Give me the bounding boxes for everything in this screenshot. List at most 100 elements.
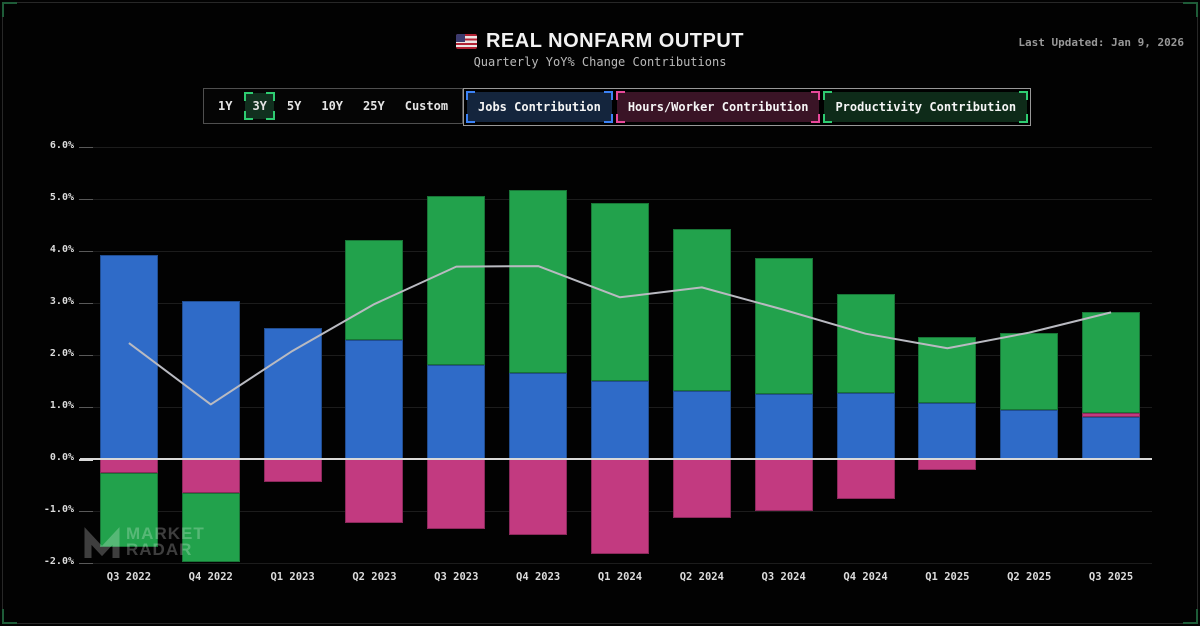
x-axis-label: Q3 2022: [106, 571, 152, 583]
x-axis-label: Q2 2024: [679, 571, 724, 583]
corner-bracket: [1019, 114, 1029, 123]
range-button-5y[interactable]: 5Y: [280, 93, 308, 119]
x-axis-label: Q4 2024: [843, 571, 888, 583]
y-axis-tick: [79, 562, 93, 564]
y-axis-label: 5.0%: [49, 192, 74, 203]
corner-bracket: [265, 111, 275, 120]
bar-segment: [181, 301, 240, 459]
y-axis-tick: [79, 146, 93, 148]
bar-segment: [427, 364, 486, 459]
x-axis-label: Q1 2023: [270, 571, 315, 583]
bar-segment: [1000, 409, 1059, 459]
legend-button-productivity[interactable]: Productivity Contribution: [823, 91, 1029, 123]
bar-segment: [1082, 312, 1141, 414]
bar-segment: [345, 339, 404, 459]
bar-segment: [427, 459, 486, 530]
y-axis-tick: [79, 250, 93, 252]
x-axis-label: Q1 2024: [597, 571, 643, 583]
grid-line: [88, 146, 1152, 148]
corner-bracket: [244, 111, 254, 120]
page-subtitle: Quarterly YoY% Change Contributions: [473, 55, 727, 69]
corner-bracket: [466, 91, 475, 100]
bar-segment: [345, 239, 404, 340]
corner-bracket: [823, 114, 833, 123]
bar-segment: [672, 459, 731, 518]
x-axis-label: Q2 2023: [352, 571, 397, 583]
y-axis-tick: [79, 406, 93, 408]
bar-segment: [672, 228, 731, 392]
corner-bracket: [823, 91, 833, 100]
y-axis-label: 4.0%: [49, 244, 74, 255]
grid-line: [88, 562, 1152, 564]
us-flag-icon: [455, 34, 477, 49]
x-axis-label: Q4 2023: [516, 571, 561, 583]
bar-segment: [427, 196, 486, 365]
x-axis-label: Q4 2022: [188, 571, 233, 583]
range-button-1y[interactable]: 1Y: [211, 93, 239, 119]
bar-segment: [836, 392, 895, 459]
corner-bracket: [811, 114, 821, 123]
y-axis-label: 3.0%: [49, 296, 74, 307]
bar-segment: [591, 459, 649, 554]
bar-segment: [672, 391, 731, 459]
bar-segment: [591, 381, 649, 459]
y-axis-label: 0.0%: [49, 452, 74, 463]
legend-button-hours-per-worker[interactable]: Hours/Worker Contribution: [615, 91, 821, 123]
y-axis-label: -2.0%: [43, 556, 74, 567]
x-axis-label: Q1 2025: [925, 571, 970, 583]
bar-segment: [1082, 413, 1141, 418]
header: REAL NONFARM OUTPUT: [0, 30, 1200, 53]
bar-segment: [754, 394, 813, 459]
corner-bracket: [466, 114, 475, 123]
range-button-3y[interactable]: 3Y: [244, 92, 275, 120]
bar-segment: [918, 459, 977, 470]
corner-bracket: [615, 91, 625, 100]
bar-segment: [345, 459, 404, 524]
corner-bracket: [244, 92, 254, 101]
bar-segment: [99, 459, 158, 474]
zero-line: [80, 458, 1152, 460]
corner-bracket: [615, 114, 625, 123]
bar-segment: [263, 459, 322, 482]
range-selector: 1Y 3Y 5Y 10Y 25Y Custom: [203, 88, 464, 124]
corner-bracket: [265, 92, 275, 101]
bar-segment: [509, 373, 568, 459]
y-axis-label: -1.0%: [43, 504, 74, 515]
y-axis-tick: [79, 302, 93, 304]
last-updated-label: Last Updated: Jan 9, 2026: [1018, 36, 1184, 49]
y-axis-tick: [79, 198, 93, 200]
bar-segment: [1000, 332, 1059, 410]
bar-segment: [1082, 417, 1141, 459]
corner-bracket: [811, 91, 821, 100]
legend-button-jobs[interactable]: Jobs Contribution: [466, 91, 613, 123]
bar-segment: [181, 459, 240, 494]
y-axis-tick: [79, 510, 93, 512]
range-button-25y[interactable]: 25Y: [356, 93, 392, 119]
bar-segment: [918, 337, 977, 403]
bar-segment: [181, 493, 240, 562]
bar-segment: [263, 327, 322, 459]
bar-segment: [754, 459, 813, 511]
y-axis-label: 1.0%: [49, 400, 74, 411]
range-button-10y[interactable]: 10Y: [314, 93, 350, 119]
legend: Jobs Contribution Hours/Worker Contribut…: [463, 88, 1032, 126]
bar-segment: [591, 202, 649, 381]
bar-segment: [754, 257, 813, 394]
x-axis-label: Q3 2023: [434, 571, 479, 583]
bar-segment: [509, 459, 568, 535]
corner-bracket: [603, 91, 613, 100]
bar-segment: [836, 294, 895, 393]
bar-segment: [836, 459, 895, 499]
x-axis-label: Q3 2025: [1088, 571, 1134, 583]
range-button-custom[interactable]: Custom: [398, 93, 455, 119]
x-axis-label: Q2 2025: [1007, 571, 1052, 583]
bar-segment: [509, 190, 568, 374]
bar-segment: [918, 402, 977, 459]
bar-segment: [99, 254, 158, 459]
page-title: REAL NONFARM OUTPUT: [485, 30, 744, 52]
y-axis-tick: [79, 354, 93, 356]
y-axis-label: 2.0%: [49, 348, 74, 359]
corner-bracket: [1019, 91, 1029, 100]
x-axis-label: Q3 2024: [761, 571, 806, 583]
